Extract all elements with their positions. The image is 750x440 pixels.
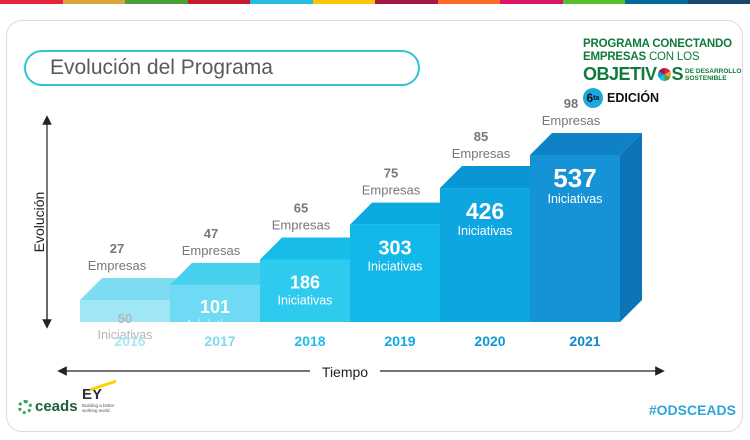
logo-line-1: PROGRAMA CONECTANDO [583,38,732,50]
logo-line-3: OBJETIV S DE DESARROLLO SOSTENIBLE [583,64,743,85]
top-unit-2020: Empresas [452,146,511,161]
edition-sup: ta [593,94,600,102]
program-logo: PROGRAMA CONECTANDO EMPRESAS CON LOS OBJ… [583,38,743,108]
top-value-2020: 85 [474,129,488,144]
bar-unit-2017: Iniciativas [188,318,243,332]
top-unit-2016: Empresas [88,258,147,273]
bar-top-2021 [530,133,642,155]
bar-top-2019 [350,202,462,225]
chart-labels: 50Iniciativas27Empresas2016101Iniciativa… [88,96,603,349]
y-axis-label: Evolución [31,192,47,253]
logo-small-1: DE DESARROLLO [685,67,742,75]
top-value-2017: 47 [204,226,218,241]
chart-axes: Tiempo Evolución [31,115,665,380]
bar-front-2018 [260,259,350,322]
bar-top-2017 [170,262,282,285]
top-unit-2021: Empresas [542,113,601,128]
edition-number: 6 [586,91,594,105]
logo-small-2: SOSTENIBLE [685,74,727,82]
page-title-text: Evolución del Programa [50,56,273,79]
top-value-2018: 65 [294,201,308,216]
logo-line-2: EMPRESAS CON LOS [583,51,743,64]
bar-front-2017 [170,284,260,322]
ey-text: EY [82,386,103,403]
bar-unit-2018: Iniciativas [278,294,333,308]
top-unit-2019: Empresas [362,183,421,198]
year-label-2019: 2019 [384,333,415,349]
logo-line-2-thin: CON LOS [645,51,700,63]
ceads-text: ceads [35,398,78,415]
bar-front-2021 [530,155,620,322]
top-color-stripe [0,0,750,4]
top-value-2019: 75 [384,166,398,181]
bar-value-2019: 303 [378,238,411,260]
bar-top-2016 [80,278,192,300]
logo-small-text: DE DESARROLLO SOSTENIBLE [685,68,741,82]
chart-bars [80,133,642,322]
bar-unit-2019: Iniciativas [368,260,423,274]
bar-top-2018 [260,237,372,260]
bar-unit-2020: Iniciativas [458,224,513,238]
bar-unit-2016: Iniciativas [98,328,153,342]
bar-value-2018: 186 [290,273,320,293]
bar-value-2021: 537 [553,163,596,193]
ey-logo: EY Building a better working world [82,379,122,413]
bar-front-2019 [350,224,440,322]
sdg-wheel-icon [657,68,671,81]
logo-line-2-bold: EMPRESAS [583,51,646,63]
bar-value-2017: 101 [200,297,230,317]
bar-front-2020 [440,188,530,322]
top-unit-2018: Empresas [272,218,331,233]
edition-badge: 6 ta [583,88,603,108]
bar-value-2020: 426 [466,198,504,224]
top-value-2021: 98 [564,96,578,111]
page-title: Evolución del Programa [24,50,420,86]
bar-unit-2021: Iniciativas [548,192,603,206]
x-axis-label: Tiempo [322,364,368,380]
ey-tagline-2: working world [82,408,110,413]
top-unit-2017: Empresas [182,243,241,258]
ey-tagline-1: Building a better [82,403,115,408]
year-label-2021: 2021 [569,333,600,349]
ceads-mark-icon [18,399,32,414]
bar-top-2020 [440,166,552,189]
hashtag: #ODSCEADS [648,402,736,418]
logo-objetiv: OBJETIV [583,64,657,84]
slide-frame [6,20,743,432]
ceads-logo: ceads [18,398,78,415]
year-label-2018: 2018 [294,333,325,349]
year-label-2020: 2020 [474,333,505,349]
year-label-2017: 2017 [204,333,235,349]
bar-value-2016: 50 [118,311,132,326]
bar-side-2021 [620,133,642,322]
logo-s: S [671,64,684,84]
bar-front-2016 [80,300,170,322]
logo-edition: 6 ta EDICIÓN [583,88,743,108]
year-label-2016: 2016 [114,333,145,349]
edition-word: EDICIÓN [607,91,660,105]
top-value-2016: 27 [110,241,124,256]
